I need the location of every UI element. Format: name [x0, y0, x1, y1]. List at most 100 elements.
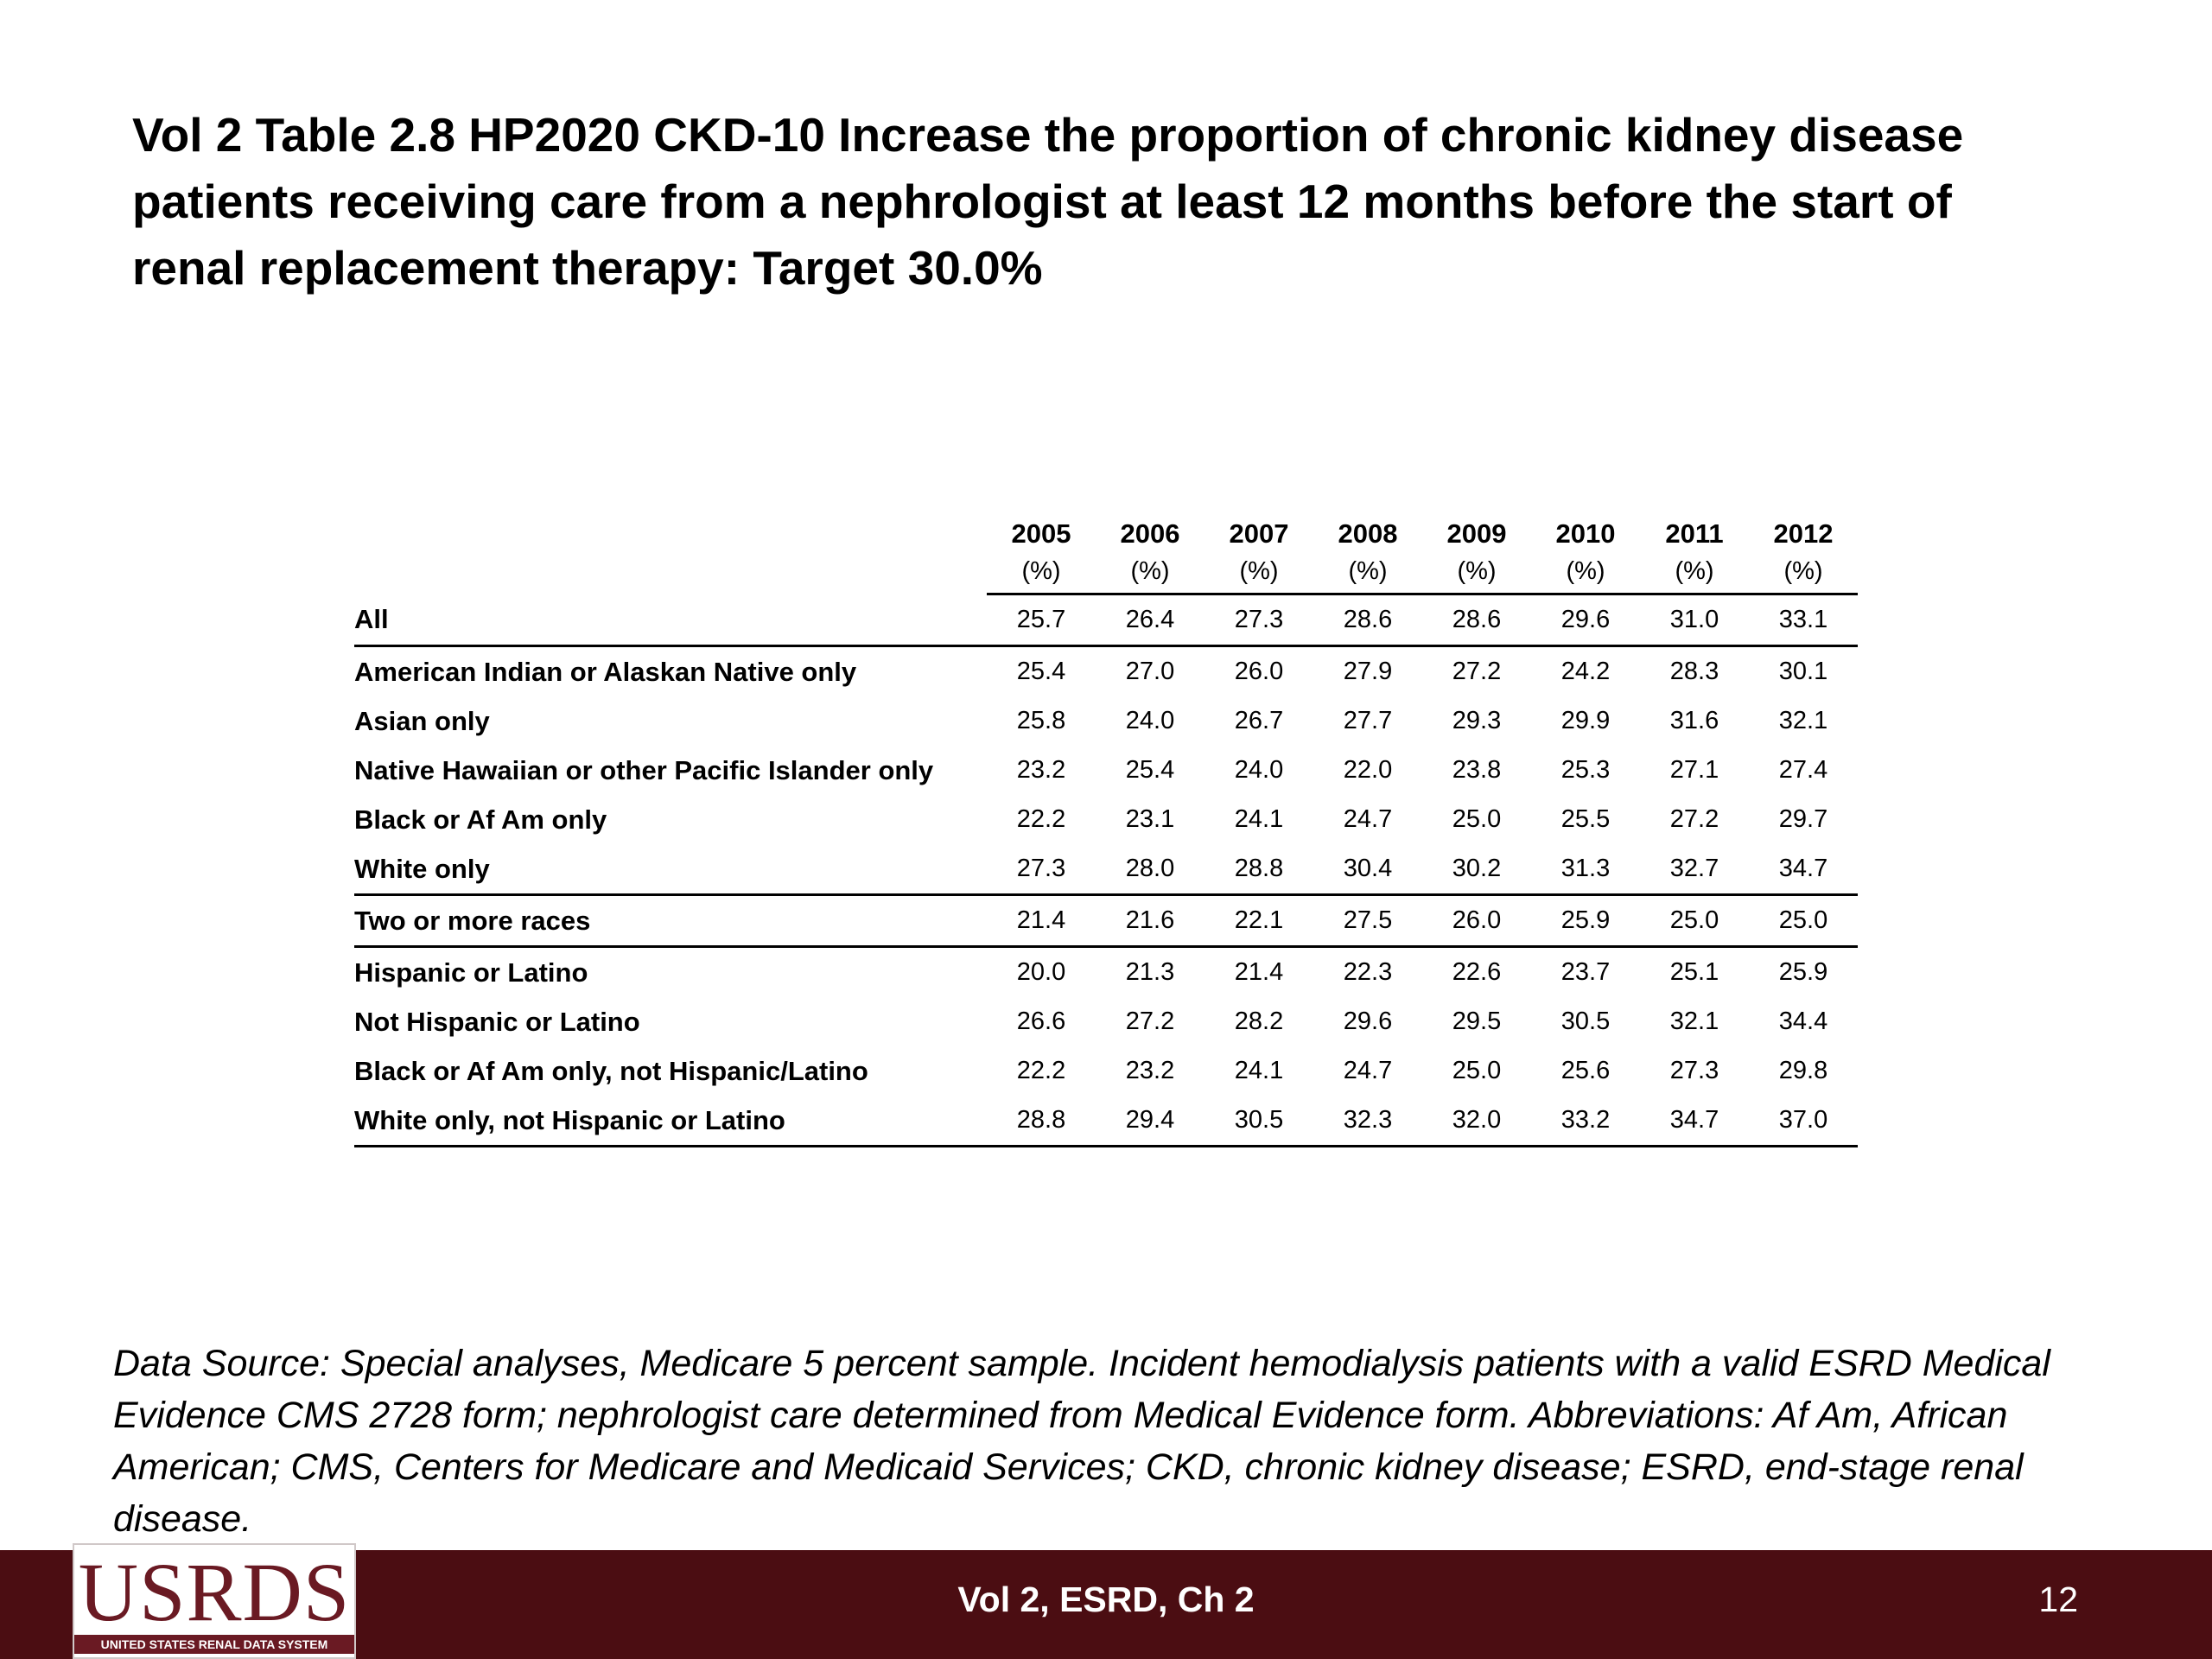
row-label: Hispanic or Latino [354, 957, 588, 988]
table-cell: 24.2 [1560, 658, 1611, 685]
table-cell: 27.3 [1205, 594, 1313, 647]
row-label: White only [354, 844, 987, 896]
table-cell: 29.9 [1560, 707, 1611, 734]
row-label: White only, not Hispanic or Latino [354, 1096, 987, 1147]
table-cell: 24.1 [1234, 1057, 1284, 1084]
row-label: American Indian or Alaskan Native only [354, 656, 857, 687]
table-row: Asian only 25.8 24.0 26.7 27.7 29.3 29.9… [354, 696, 1858, 746]
table-cell: 30.4 [1313, 844, 1422, 896]
table-cell: 23.2 [1016, 756, 1066, 784]
table-cell: 26.4 [1096, 594, 1205, 647]
row-label-header-spacer [354, 550, 987, 594]
table-cell: 25.7 [987, 594, 1096, 647]
table-row: Not Hispanic or Latino 26.6 27.2 28.2 29… [354, 997, 1858, 1046]
table-cell: 25.6 [1560, 1057, 1611, 1084]
table-cell: 29.8 [1778, 1057, 1828, 1084]
page-number: 12 [2038, 1580, 2078, 1619]
table-cell: 25.9 [1778, 958, 1828, 986]
year-header: 2008 [1338, 518, 1398, 549]
table-cell: 27.2 [1669, 805, 1719, 833]
table-cell: 32.7 [1640, 844, 1749, 896]
table-cell: 24.7 [1343, 805, 1393, 833]
table-cell: 27.1 [1669, 756, 1719, 784]
unit-header: (%) [1096, 550, 1205, 595]
table-cell: 32.1 [1669, 1007, 1719, 1035]
row-label: Not Hispanic or Latino [354, 1006, 640, 1037]
unit-header: (%) [1640, 550, 1749, 595]
table-row: Native Hawaiian or other Pacific Islande… [354, 746, 1858, 795]
slide-title: Vol 2 Table 2.8 HP2020 CKD-10 Increase t… [132, 108, 1964, 295]
table-cell: 26.0 [1422, 894, 1531, 948]
data-source-footnote: Data Source: Special analyses, Medicare … [113, 1343, 2050, 1540]
table-cell: 28.6 [1422, 594, 1531, 647]
unit-header: (%) [987, 550, 1096, 595]
year-header-row: 2005 2006 2007 2008 2009 2010 2011 2012 [354, 496, 1858, 550]
table-cell: 27.2 [1452, 658, 1502, 685]
table-cell: 23.2 [1125, 1057, 1175, 1084]
row-label: Two or more races [354, 894, 987, 948]
table-cell: 25.0 [1749, 894, 1858, 948]
year-header: 2010 [1555, 518, 1616, 549]
table-cell: 23.8 [1452, 756, 1502, 784]
table-cell: 28.2 [1234, 1007, 1284, 1035]
table-row: American Indian or Alaskan Native only 2… [354, 646, 1858, 697]
year-header: 2012 [1773, 518, 1834, 549]
table-cell: 24.7 [1343, 1057, 1393, 1084]
unit-header-row: (%) (%) (%) (%) (%) (%) (%) (%) [354, 550, 1858, 595]
unit-header: (%) [1205, 550, 1313, 595]
table-cell: 25.3 [1560, 756, 1611, 784]
table-cell: 30.5 [1205, 1096, 1313, 1147]
table-cell: 32.0 [1422, 1096, 1531, 1147]
table-cell: 28.8 [987, 1096, 1096, 1147]
table-cell: 31.0 [1640, 594, 1749, 647]
table-cell: 34.7 [1749, 844, 1858, 896]
table-cell: 25.9 [1531, 894, 1640, 948]
table-row: Black or Af Am only, not Hispanic/Latino… [354, 1046, 1858, 1096]
table-cell: 29.7 [1778, 805, 1828, 833]
table-cell: 22.2 [1016, 1057, 1066, 1084]
table-cell: 29.3 [1452, 707, 1502, 734]
table-cell: 23.7 [1560, 958, 1611, 986]
table-cell: 27.9 [1343, 658, 1393, 685]
table-cell: 31.3 [1531, 844, 1640, 896]
year-header: 2006 [1120, 518, 1180, 549]
table-cell: 22.2 [1016, 805, 1066, 833]
table-cell: 21.3 [1125, 958, 1175, 986]
year-header: 2011 [1665, 518, 1724, 549]
table-cell: 33.2 [1531, 1096, 1640, 1147]
data-table-container: 2005 2006 2007 2008 2009 2010 2011 2012 … [354, 496, 1858, 1147]
table-cell: 28.0 [1096, 844, 1205, 896]
table-cell: 25.1 [1669, 958, 1719, 986]
table-cell: 31.6 [1669, 707, 1719, 734]
row-label: Asian only [354, 705, 490, 736]
logo-wordmark: USRDS [78, 1546, 351, 1638]
table-cell: 32.1 [1778, 707, 1828, 734]
table-cell: 21.4 [1234, 958, 1284, 986]
table-cell: 27.4 [1778, 756, 1828, 784]
table-cell: 22.1 [1205, 894, 1313, 948]
table-cell: 22.6 [1452, 958, 1502, 986]
table-cell: 21.6 [1096, 894, 1205, 948]
data-table: 2005 2006 2007 2008 2009 2010 2011 2012 … [354, 496, 1858, 1147]
table-cell: 25.4 [1016, 658, 1066, 685]
row-label: All [354, 594, 987, 647]
row-label: Black or Af Am only, not Hispanic/Latino [354, 1055, 868, 1086]
unit-header: (%) [1313, 550, 1422, 595]
row-label-header [354, 496, 987, 550]
table-cell: 27.3 [1669, 1057, 1719, 1084]
row-label: Black or Af Am only [354, 804, 607, 835]
table-cell: 25.0 [1452, 1057, 1502, 1084]
footer-bar [0, 1550, 2212, 1659]
table-cell: 29.6 [1343, 1007, 1393, 1035]
table-cell: 30.2 [1422, 844, 1531, 896]
table-cell: 22.0 [1343, 756, 1393, 784]
unit-header: (%) [1422, 550, 1531, 595]
table-cell: 25.0 [1640, 894, 1749, 948]
unit-header: (%) [1749, 550, 1858, 595]
table-row: White only 27.3 28.0 28.8 30.4 30.2 31.3… [354, 844, 1858, 896]
table-cell: 28.8 [1205, 844, 1313, 896]
table-row: Hispanic or Latino 20.0 21.3 21.4 22.3 2… [354, 947, 1858, 998]
table-cell: 23.1 [1125, 805, 1175, 833]
usrds-logo: USRDS UNITED STATES RENAL DATA SYSTEM [73, 1543, 356, 1659]
table-cell: 25.5 [1560, 805, 1611, 833]
